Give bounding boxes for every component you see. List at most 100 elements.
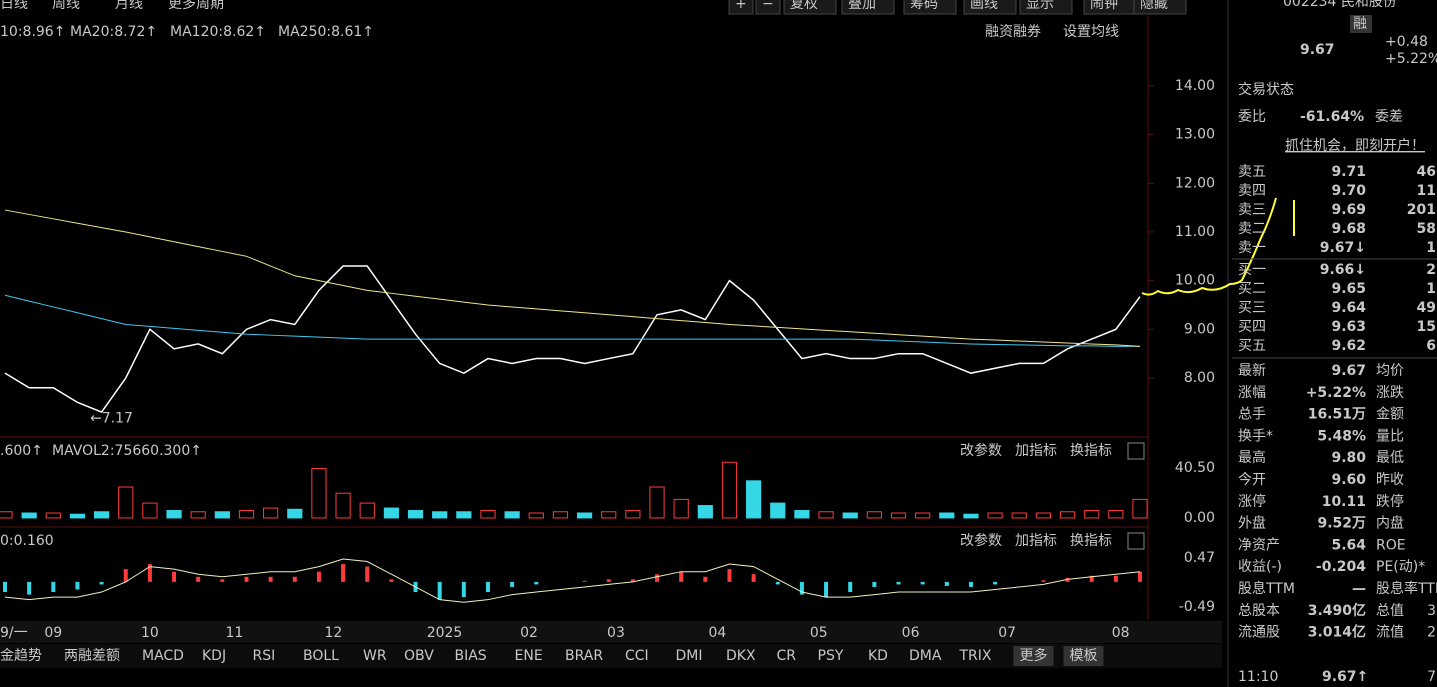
toolbar-label[interactable]: 闹钟 bbox=[1090, 0, 1118, 12]
book-volume: 1 bbox=[1426, 281, 1436, 297]
toolbar-label[interactable]: 筹码 bbox=[910, 0, 938, 12]
chart-action[interactable]: 设置均线 bbox=[1063, 24, 1119, 40]
toolbar-button[interactable] bbox=[963, 0, 1017, 15]
macd-bar bbox=[848, 581, 853, 593]
indicator-tab[interactable]: 两融差额 bbox=[64, 648, 120, 664]
book-price: 9.69 bbox=[1331, 202, 1366, 218]
pane-action[interactable]: 改参数 bbox=[960, 442, 1002, 459]
book-price: 9.70 bbox=[1331, 183, 1366, 199]
indicator-tab[interactable]: KDJ bbox=[202, 648, 226, 664]
stat-label: 最新 bbox=[1238, 363, 1266, 379]
indicator-tab[interactable]: MACD bbox=[142, 648, 184, 664]
pane-action[interactable]: 加指标 bbox=[1015, 443, 1057, 459]
toolbar-button[interactable] bbox=[1133, 0, 1187, 15]
book-volume: 11 bbox=[1417, 183, 1436, 199]
indicator-tab[interactable]: DMA bbox=[909, 648, 942, 664]
promo-link[interactable]: 抓住机会，即刻开户！ bbox=[1285, 137, 1425, 154]
indicator-tab[interactable]: OBV bbox=[404, 648, 434, 664]
toolbar-label[interactable]: 隐藏 bbox=[1140, 0, 1168, 12]
macd-bar bbox=[944, 581, 949, 586]
stat-value: 5.64 bbox=[1331, 537, 1366, 553]
volume-bar bbox=[238, 510, 255, 519]
book-price: 9.68 bbox=[1331, 221, 1366, 237]
book-price: 9.63 bbox=[1331, 319, 1366, 335]
indicator-tab[interactable]: 模板 bbox=[1070, 648, 1098, 664]
tab-button[interactable] bbox=[1063, 646, 1104, 666]
macd-bar bbox=[799, 581, 804, 595]
panel-label: 委差 bbox=[1375, 109, 1403, 125]
pane-action[interactable]: 换指标 bbox=[1070, 532, 1112, 549]
stat-label: ROE bbox=[1376, 537, 1406, 553]
stat-value: — bbox=[1352, 581, 1366, 597]
volume-bar bbox=[166, 510, 182, 519]
indicator-tab[interactable]: 金趋势 bbox=[0, 648, 42, 664]
macd-bar bbox=[1138, 571, 1142, 582]
indicator-tab[interactable]: WR bbox=[363, 648, 387, 664]
indicator-tab[interactable]: BIAS bbox=[455, 648, 487, 664]
volume-bar bbox=[673, 498, 689, 519]
panel-label: 委比 bbox=[1238, 109, 1266, 125]
volume-bar bbox=[432, 511, 448, 519]
toolbar-button[interactable] bbox=[1019, 0, 1073, 15]
toolbar-label[interactable]: 显示 bbox=[1026, 0, 1054, 12]
x-tick-label: 08 bbox=[1112, 625, 1130, 641]
pane-action[interactable]: 换指标 bbox=[1070, 442, 1112, 459]
y-tick-label: 8.00 bbox=[1184, 370, 1215, 386]
book-volume: 15 bbox=[1417, 319, 1436, 335]
indicator-tab[interactable]: DMI bbox=[676, 648, 703, 664]
stat-label: 均价 bbox=[1376, 363, 1404, 379]
stat-label: 涨跌 bbox=[1376, 385, 1404, 401]
macd-bar bbox=[461, 581, 466, 598]
close-button[interactable] bbox=[1127, 532, 1145, 550]
indicator-tab[interactable]: PSY bbox=[818, 648, 844, 664]
toolbar-button[interactable] bbox=[783, 0, 837, 15]
book-price: 9.71 bbox=[1331, 164, 1366, 180]
volume-bar bbox=[190, 511, 206, 519]
stat-label: 收益(-) bbox=[1238, 559, 1282, 575]
indicator-tab[interactable]: BRAR bbox=[565, 648, 603, 664]
indicator-tab[interactable]: CCI bbox=[625, 648, 649, 664]
period-tab[interactable]: 月线 bbox=[115, 0, 143, 12]
period-tab[interactable]: 更多周期 bbox=[168, 0, 224, 12]
indicator-tab[interactable]: DKX bbox=[726, 648, 756, 664]
chart-action[interactable]: 融资融券 bbox=[985, 24, 1041, 40]
toolbar-label[interactable]: − bbox=[762, 0, 774, 12]
indicator-tab[interactable]: ENE bbox=[515, 648, 543, 664]
macd-bar bbox=[606, 579, 611, 582]
stat-value: -0.204 bbox=[1316, 559, 1366, 575]
toolbar-button[interactable] bbox=[841, 0, 895, 15]
toolbar-button[interactable] bbox=[903, 0, 957, 15]
toolbar-button[interactable] bbox=[728, 0, 754, 15]
volume-bar bbox=[69, 513, 86, 519]
indicator-tab[interactable]: TRIX bbox=[959, 648, 992, 664]
volume-bar bbox=[214, 511, 230, 519]
macd-bar bbox=[703, 576, 708, 582]
toolbar-label[interactable]: 复权 bbox=[790, 0, 818, 12]
period-tab[interactable]: 日线 bbox=[0, 0, 28, 12]
toolbar-label[interactable]: + bbox=[735, 0, 747, 12]
period-tab[interactable]: 周线 bbox=[52, 0, 80, 12]
toolbar-label[interactable]: 画线 bbox=[970, 0, 998, 12]
last-price: 9.67 bbox=[1300, 42, 1335, 58]
y-tick-label: 0.00 bbox=[1184, 510, 1215, 526]
indicator-tab[interactable]: KD bbox=[868, 648, 888, 664]
volume-bar bbox=[601, 511, 617, 519]
stat-label: 昨收 bbox=[1376, 472, 1404, 488]
macd-bar bbox=[220, 579, 225, 582]
close-button[interactable] bbox=[1127, 442, 1145, 460]
pane-action[interactable]: 改参数 bbox=[960, 532, 1002, 549]
toolbar-label[interactable]: 叠加 bbox=[848, 0, 876, 12]
indicator-tab[interactable]: RSI bbox=[253, 648, 276, 664]
toolbar-button[interactable] bbox=[755, 0, 781, 15]
pane-action[interactable]: 加指标 bbox=[1015, 533, 1057, 549]
tab-button[interactable] bbox=[1013, 646, 1054, 666]
macd-bar bbox=[727, 569, 732, 582]
indicator-tab[interactable]: 更多 bbox=[1020, 647, 1048, 664]
x-tick-label: 02 bbox=[520, 625, 538, 641]
indicator-tab[interactable]: CR bbox=[777, 648, 797, 664]
book-price: 9.66↓ bbox=[1320, 262, 1366, 278]
macd-bar bbox=[27, 581, 32, 595]
indicator-tab[interactable]: BOLL bbox=[303, 648, 339, 664]
volume-bar bbox=[987, 512, 1003, 519]
